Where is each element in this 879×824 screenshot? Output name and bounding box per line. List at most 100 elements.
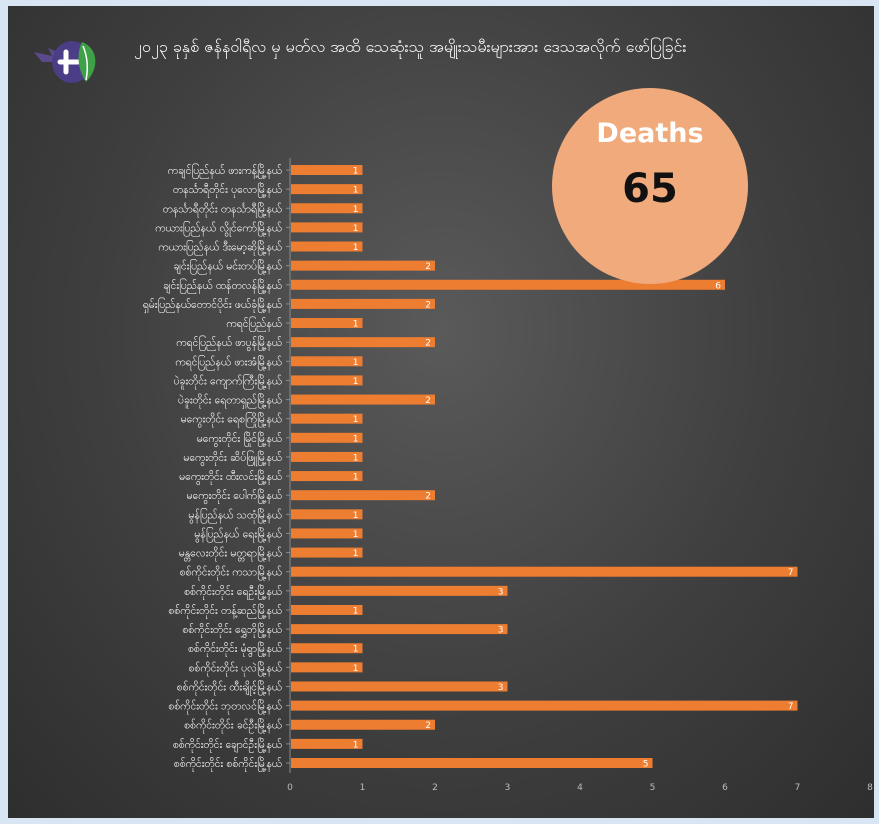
deaths-badge-value: 65 [622,166,678,212]
data-label: 3 [498,626,504,636]
category-label: ကယားပြည်နယ် ဒီးမော့ဆိုမြို့နယ် [158,240,282,256]
category-label: စစ်ကိုင်းတိုင်း ကသာမြို့နယ် [180,565,282,581]
category-label: စစ်ကိုင်းတိုင်း ခင်ဦးမြို့နယ် [184,718,282,734]
bar [291,184,363,195]
category-label: ကရင်ပြည်နယ် [226,316,282,332]
bar [291,681,508,692]
bar [291,298,435,309]
data-label: 1 [353,664,359,674]
bar [291,413,363,424]
deaths-badge: Deaths 65 [552,88,748,284]
category-label: ကရင်ပြည်နယ် ဖားအံမြို့နယ် [175,354,282,370]
bar [291,451,363,462]
data-label: 1 [353,606,359,616]
bar [291,566,798,577]
category-label: မကွေးတိုင်း ပေါက်မြို့နယ် [187,488,282,504]
data-label: 1 [353,530,359,540]
data-label: 1 [353,415,359,425]
category-label: မွန်ပြည်နယ် သထုံမြို့နယ် [188,507,282,523]
data-label: 1 [353,549,359,559]
bar [291,203,363,214]
x-tick-label: 5 [650,783,656,793]
category-label: ပဲခူးတိုင်း ရေတာရှည်မြို့နယ် [178,393,282,409]
data-label: 2 [425,300,431,310]
bar [291,738,363,749]
bar [291,662,363,673]
data-label: 1 [353,473,359,483]
data-label: 1 [353,205,359,215]
bar [291,165,363,175]
category-label: စစ်ကိုင်းတိုင်း ထီးချိုင့်မြို့နယ် [177,679,282,695]
x-tick-label: 0 [287,783,293,793]
bar [291,279,725,290]
data-label: 1 [353,740,359,750]
x-tick-label: 4 [577,783,583,793]
data-label: 3 [498,683,504,693]
data-label: 1 [353,453,359,463]
data-label: 2 [425,721,431,731]
bar [291,585,508,596]
category-label: စစ်ကိုင်းတိုင်း စစ်ကိုင်းမြို့နယ် [174,756,282,772]
data-label: 1 [353,224,359,234]
category-label: ပဲခူးတိုင်း ကျောက်ကြီးမြို့နယ် [173,373,282,389]
category-label: စစ်ကိုင်းတိုင်း တန့်ဆည်မြို့နယ် [168,603,282,619]
category-label: မကွေးတိုင်း ရေစကြိုမြို့နယ် [181,412,282,428]
bar [291,490,435,501]
bar [291,700,798,711]
dove-leaf-logo-icon [34,41,96,83]
data-label: 1 [353,320,359,330]
data-label: 3 [498,587,504,597]
category-label: ချင်းပြည်နယ် မင်းတပ်မြို့နယ် [173,259,282,275]
category-label: ရှမ်းပြည်နယ်တောင်ပိုင်း ဖယ်ခုံမြို့နယ် [143,297,282,313]
deaths-badge-label: Deaths [596,118,704,149]
data-label: 2 [425,262,431,272]
category-label: ချင်းပြည်နယ် ထန်တလန်မြို့နယ် [163,278,282,294]
bar [291,318,363,329]
category-label: စစ်ကိုင်းတိုင်း မုံရွာမြို့နယ် [188,641,282,657]
data-label: 1 [353,167,359,177]
category-label: စစ်ကိုင်းတိုင်း ရေဦးမြို့နယ် [184,584,282,600]
data-label: 1 [353,645,359,655]
category-label: တနင်္သာရီတိုင်း တနင်္သာရီမြို့နယ် [163,201,282,217]
x-tick-label: 8 [867,783,873,793]
x-tick-label: 7 [795,783,801,793]
x-tick-label: 2 [432,783,438,793]
category-label: ကရင်ပြည်နယ် ဖာပွန်မြို့နယ် [176,335,282,351]
bar [291,260,435,271]
x-tick-label: 1 [360,783,366,793]
bar [291,528,363,539]
data-label: 6 [715,281,721,291]
bar [291,337,435,348]
category-label: ကယားပြည်နယ် လွိုင်ကော်မြို့နယ် [155,220,282,236]
bar [291,643,363,654]
category-label: စစ်ကိုင်းတိုင်း ဘုတလင်မြို့နယ် [168,699,282,715]
data-label: 1 [353,186,359,196]
bar [291,375,363,386]
bar [291,241,363,252]
data-label: 1 [353,243,359,253]
bar [291,719,435,730]
category-label: မွန်ပြည်နယ် ရေးမြို့နယ် [194,526,282,542]
bar [291,624,508,635]
data-label: 1 [353,358,359,368]
category-label: စစ်ကိုင်းတိုင်း ပုလဲမြို့နယ် [189,660,282,676]
bar [291,758,653,768]
category-label: မကွေးတိုင်း မြိုင်မြို့နယ် [197,431,282,447]
category-label: စစ်ကိုင်းတိုင်း ချောင်ဦးမြို့နယ် [173,737,282,753]
bar [291,222,363,233]
category-label: တနင်္သာရီတိုင်း ပုလောမြို့နယ် [173,182,282,198]
category-label: မကွေးတိုင်း ထီးလင်းမြို့နယ် [179,469,282,485]
bar [291,547,363,558]
category-label: မန္တလေးတိုင်း မတ္တရာမြို့နယ် [179,546,282,562]
x-tick-label: 3 [505,783,511,793]
page-title: ၂၀၂၃ ခုနှစ် ဇန်နဝါရီလ မှ မတ်လ အထိ သေဆုံး… [134,37,687,56]
data-label: 7 [788,568,794,578]
data-label: 5 [643,760,649,770]
data-label: 7 [788,702,794,712]
bar [291,509,363,520]
bar [291,604,363,615]
bar [291,356,363,367]
category-label: ကချင်ပြည်နယ် ဖားကန့်မြို့နယ် [168,163,282,179]
data-label: 1 [353,377,359,387]
